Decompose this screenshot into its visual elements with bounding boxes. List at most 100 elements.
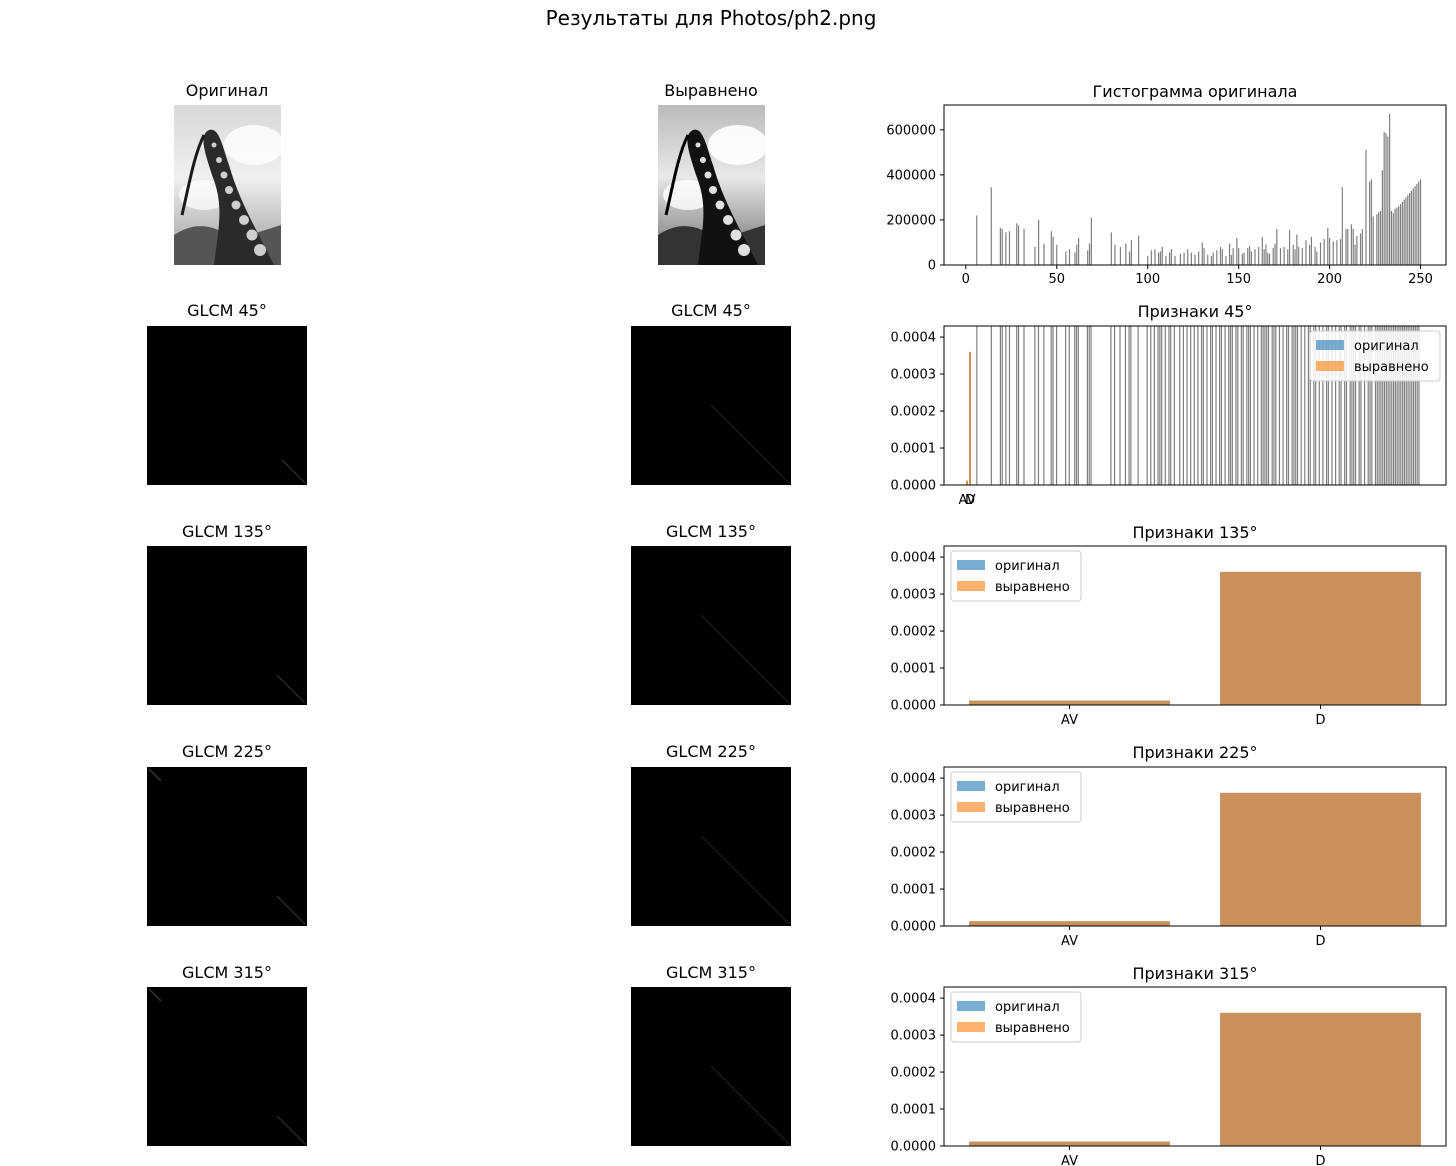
histogram-frame <box>943 104 1447 266</box>
features225-ytick-label: 0.0000 <box>891 920 937 935</box>
histogram-bar <box>1074 252 1076 265</box>
histogram-bar <box>1219 246 1222 265</box>
histogram-bar <box>1068 249 1071 265</box>
features315-ytick-label: 0.0003 <box>891 1029 937 1044</box>
histogram-bar <box>1336 240 1338 265</box>
features315-ytick-label: 0.0002 <box>891 1066 937 1081</box>
histogram-bar <box>1407 195 1409 265</box>
histogram-bar <box>1250 251 1252 265</box>
histogram-bar <box>990 187 992 265</box>
histogram-bar <box>1279 248 1282 265</box>
features225-ytick-label: 0.0004 <box>891 772 937 787</box>
histogram-bar <box>1381 170 1383 265</box>
histogram-xtick-label: 250 <box>1408 272 1433 287</box>
histogram-xtick-label: 100 <box>1135 272 1160 287</box>
glcm-45-right-matrix <box>631 326 791 485</box>
histogram-bar <box>1034 246 1036 265</box>
histogram-bar <box>1052 236 1054 265</box>
features225-legend-swatch <box>957 781 985 791</box>
features225-bar-выравнено <box>1220 792 1421 926</box>
histogram-bar <box>1327 227 1329 265</box>
histogram-bar <box>1350 224 1353 265</box>
histogram-bar <box>1076 244 1078 265</box>
histogram-bar <box>1396 207 1398 265</box>
features45-ytick-label: 0.0000 <box>891 479 937 494</box>
features315-legend-swatch <box>957 1022 985 1032</box>
histogram-bar <box>1225 255 1227 265</box>
histogram-bar <box>1174 255 1176 265</box>
features225-ytick-label: 0.0001 <box>891 883 937 898</box>
histogram-bar <box>1409 192 1411 265</box>
histogram-bar <box>1347 228 1349 265</box>
features225-legend-swatch <box>957 802 985 812</box>
histogram-bar <box>1161 246 1163 265</box>
histogram-bar <box>1005 232 1007 265</box>
features315-title: Признаки 315° <box>1132 964 1257 983</box>
histogram-bar <box>1339 239 1342 265</box>
histogram-bar <box>1332 241 1334 265</box>
histogram-bar <box>1296 234 1298 265</box>
histogram-bar <box>976 215 978 265</box>
histogram-bar <box>1114 244 1116 265</box>
histogram-bar <box>1228 243 1231 265</box>
histogram-bar <box>1389 114 1391 265</box>
features135-frame <box>943 545 1447 706</box>
features45-xtick-label: AV <box>959 493 976 508</box>
glcm-135-left-matrix <box>147 546 307 705</box>
histogram-bar <box>1170 249 1172 265</box>
features135-legend-label: выравнено <box>995 580 1070 595</box>
glcm-315-left-title: GLCM 315° <box>182 963 272 982</box>
histogram-bar <box>1294 249 1296 265</box>
histogram-bar <box>1110 232 1112 265</box>
histogram-bar <box>1416 183 1418 265</box>
features135-bar-выравнено <box>969 700 1170 705</box>
histogram-bar <box>1147 255 1149 265</box>
histogram-bar <box>1247 248 1249 265</box>
histogram-bar <box>1263 249 1265 265</box>
features45-ytick-label: 0.0001 <box>891 442 937 457</box>
histogram-bar <box>1328 237 1331 265</box>
glcm-225-left-matrix <box>147 767 307 926</box>
histogram-bar <box>1159 251 1162 265</box>
histogram-title: Гистограмма оригинала <box>1093 82 1298 101</box>
histogram-bar <box>1212 252 1214 265</box>
features225-legend-label: оригинал <box>995 780 1060 795</box>
histogram-bar <box>1210 255 1212 265</box>
histogram-bar <box>1207 254 1209 265</box>
glcm-45-right-title: GLCM 45° <box>671 301 751 320</box>
features45-ytick-label: 0.0004 <box>891 331 937 346</box>
features135-ytick-label: 0.0003 <box>891 588 937 603</box>
histogram-bar <box>1258 246 1260 265</box>
features135-ytick-label: 0.0004 <box>891 551 937 566</box>
histogram-bar <box>1301 248 1303 265</box>
histogram-bar <box>1376 214 1378 265</box>
histogram-bar <box>1221 249 1223 265</box>
histogram-bar <box>1383 132 1385 265</box>
histogram-bar <box>1403 199 1405 265</box>
histogram-bar <box>1345 228 1347 265</box>
histogram-bar <box>1087 250 1089 265</box>
features135-title: Признаки 135° <box>1132 523 1257 542</box>
glcm-315-right-matrix <box>631 987 791 1146</box>
histogram-bar <box>1274 243 1276 265</box>
histogram-ytick-label: 0 <box>928 259 936 274</box>
histogram-bar <box>1359 233 1362 265</box>
histogram-bar <box>1241 253 1243 265</box>
histogram-xtick-label: 200 <box>1317 272 1342 287</box>
features315-xtick-label: D <box>1315 1154 1325 1166</box>
histogram-bar <box>1243 252 1245 265</box>
histogram-xtick-label: 0 <box>962 272 970 287</box>
histogram-bar <box>1372 216 1374 265</box>
histogram-ytick-label: 200000 <box>886 213 936 228</box>
histogram-bar <box>1272 248 1274 265</box>
histogram-bar <box>1265 244 1267 265</box>
glcm-135-right-matrix <box>631 546 791 705</box>
histogram-bar <box>1319 242 1322 265</box>
histogram-bar <box>1001 228 1003 265</box>
histogram-bar <box>1168 252 1171 265</box>
features45-bar-выравнено <box>969 351 971 485</box>
features45-ytick-label: 0.0002 <box>891 405 937 420</box>
histogram-bar <box>1158 252 1160 265</box>
histogram-bar <box>1017 225 1020 265</box>
glcm-225-left-title: GLCM 225° <box>182 742 272 761</box>
